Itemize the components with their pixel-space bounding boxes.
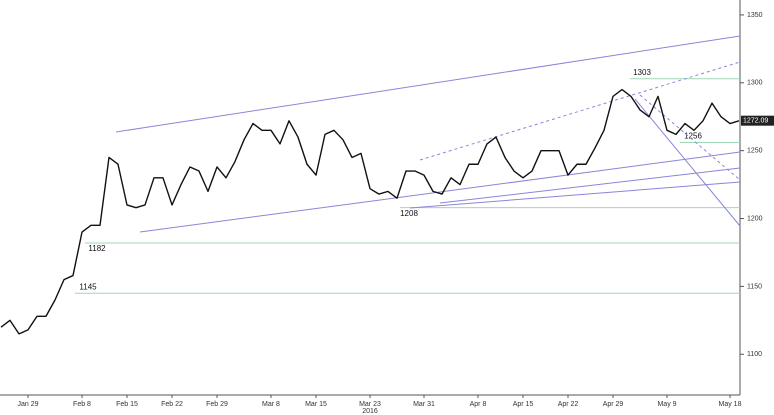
x-tick-label: Jan 29 [17, 401, 38, 408]
trend-line [439, 167, 741, 204]
x-tick-label: May 18 [719, 401, 742, 408]
level-label: 1256 [684, 132, 702, 141]
level-label: 1145 [79, 282, 97, 291]
price-line [0, 88, 740, 335]
x-tick-label: Feb 15 [116, 401, 138, 408]
x-tick-label: Feb 22 [161, 401, 183, 408]
trend-line [639, 94, 741, 181]
trend-line [419, 61, 741, 161]
x-tick-label: Mar 8 [262, 401, 280, 408]
trend-line [139, 151, 741, 233]
y-tick-label: 1150 [747, 283, 762, 290]
year-label: 2016 [362, 408, 378, 415]
last-price-box [741, 115, 774, 126]
x-tick-label: May 9 [657, 401, 676, 408]
level-label: 1208 [400, 209, 418, 218]
x-tick-label: Feb 8 [73, 401, 91, 408]
y-tick-label: 1300 [747, 80, 763, 87]
trend-line [409, 181, 741, 209]
y-tick-label: 1100 [747, 351, 762, 358]
x-tick-label: Mar 23 [359, 401, 381, 408]
x-tick-label: Apr 8 [470, 401, 487, 408]
x-tick-label: Apr 15 [513, 401, 534, 408]
x-tick-label: Apr 22 [558, 401, 579, 408]
level-label: 1182 [88, 244, 106, 253]
y-tick-label: 1200 [747, 215, 763, 222]
x-tick-label: Feb 29 [206, 401, 228, 408]
trend-line [115, 35, 741, 133]
y-tick-label: 1250 [747, 148, 763, 155]
x-tick-label: Mar 31 [413, 401, 435, 408]
x-tick-label: Mar 15 [305, 401, 327, 408]
y-tick-label: 1350 [747, 12, 763, 19]
level-label: 1303 [633, 68, 651, 77]
trend-line [634, 98, 741, 227]
x-tick-label: Apr 29 [603, 401, 624, 408]
last-price-label: 1272.09 [743, 118, 768, 125]
